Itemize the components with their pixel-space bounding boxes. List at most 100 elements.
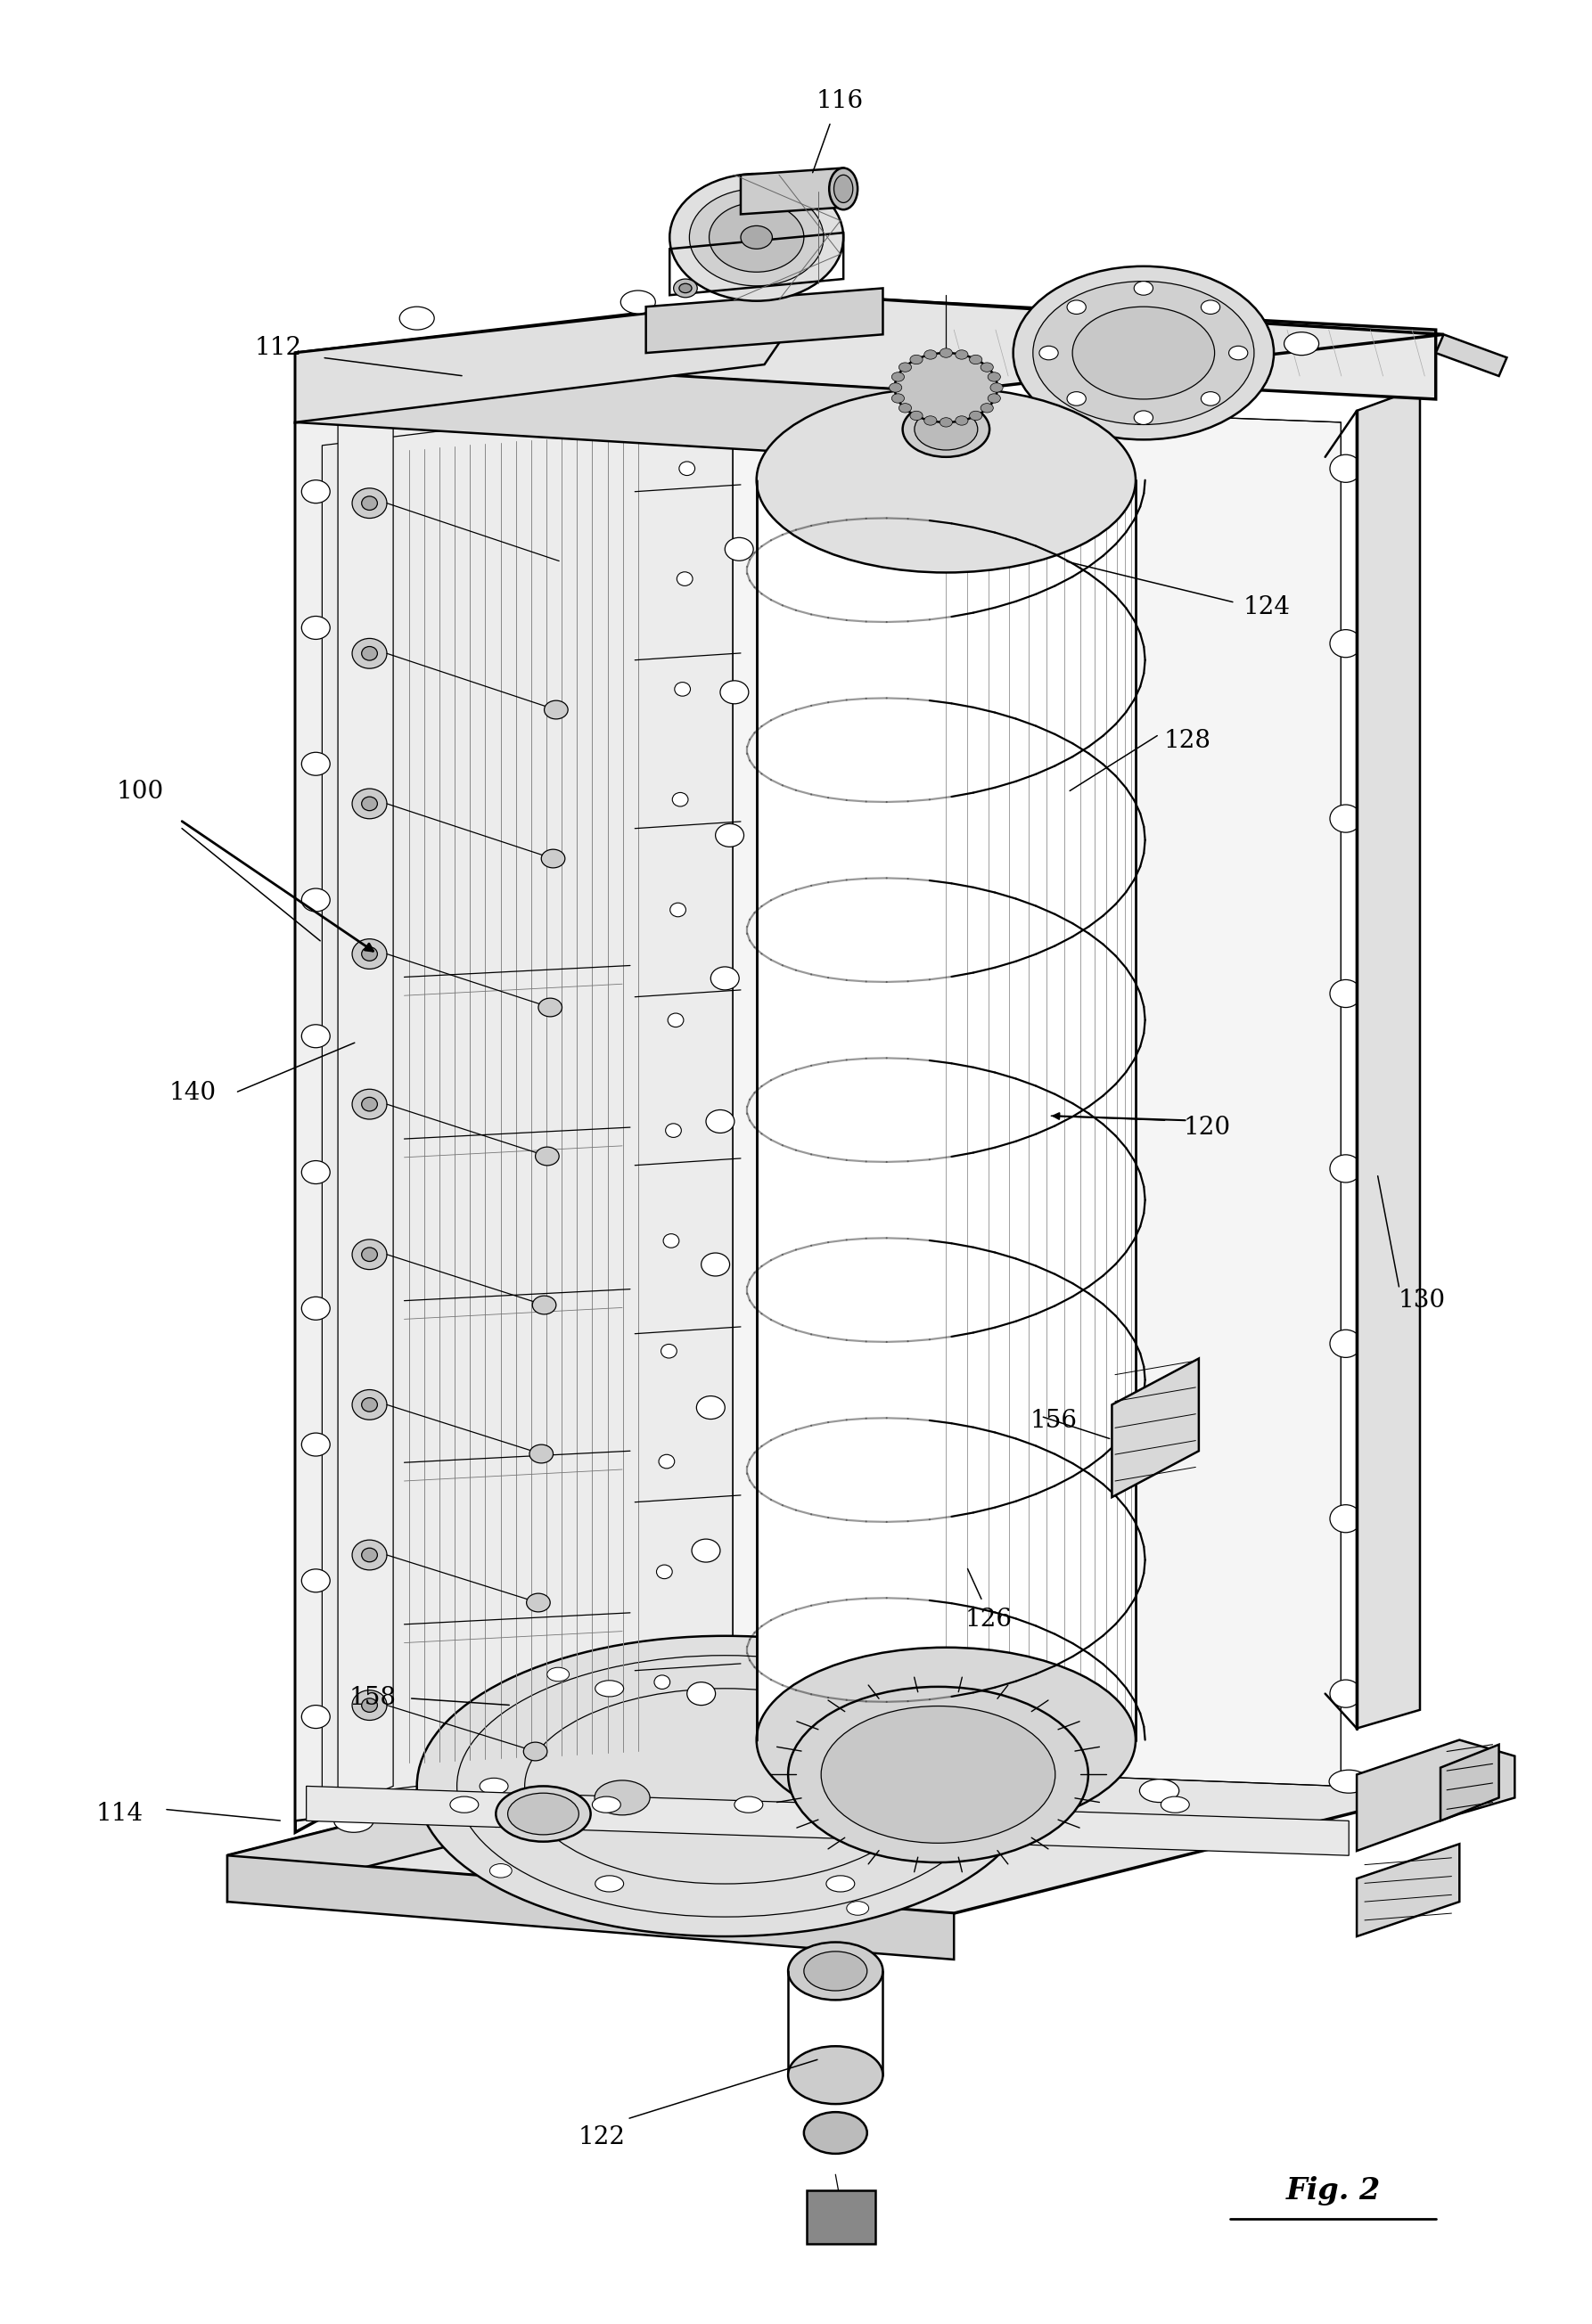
Ellipse shape (301, 616, 330, 639)
Polygon shape (1356, 1741, 1514, 1850)
Ellipse shape (734, 1796, 763, 1813)
Ellipse shape (688, 1683, 715, 1706)
Ellipse shape (1329, 630, 1361, 658)
Ellipse shape (981, 363, 993, 372)
Ellipse shape (987, 372, 1000, 381)
Ellipse shape (301, 1434, 330, 1457)
Ellipse shape (352, 488, 387, 518)
Ellipse shape (696, 1397, 724, 1420)
Ellipse shape (935, 1764, 974, 1787)
Ellipse shape (1073, 307, 1215, 400)
Ellipse shape (400, 307, 435, 330)
Ellipse shape (451, 1796, 479, 1813)
Ellipse shape (939, 418, 952, 428)
Ellipse shape (301, 753, 330, 776)
Text: 128: 128 (1164, 730, 1212, 753)
Ellipse shape (1161, 1796, 1189, 1813)
Text: 100: 100 (116, 781, 164, 804)
Text: 112: 112 (255, 337, 301, 360)
Ellipse shape (535, 1148, 559, 1164)
Ellipse shape (740, 225, 772, 249)
Ellipse shape (361, 797, 377, 811)
Polygon shape (1436, 335, 1508, 376)
Ellipse shape (1329, 456, 1361, 483)
Ellipse shape (301, 1706, 330, 1729)
Ellipse shape (1329, 1329, 1361, 1357)
Ellipse shape (923, 351, 936, 360)
Ellipse shape (680, 284, 693, 293)
Ellipse shape (834, 174, 853, 202)
Ellipse shape (955, 351, 968, 360)
Ellipse shape (675, 683, 691, 697)
Ellipse shape (1134, 411, 1153, 425)
Ellipse shape (939, 349, 952, 358)
Ellipse shape (1033, 281, 1254, 425)
Ellipse shape (955, 416, 968, 425)
Text: 130: 130 (1398, 1290, 1446, 1313)
Ellipse shape (352, 1541, 387, 1571)
Ellipse shape (842, 304, 877, 328)
Polygon shape (295, 295, 1444, 393)
Ellipse shape (334, 1810, 374, 1831)
Ellipse shape (508, 1794, 579, 1834)
Polygon shape (807, 2192, 876, 2245)
Ellipse shape (301, 481, 330, 504)
Ellipse shape (673, 279, 697, 297)
Ellipse shape (659, 1455, 675, 1469)
Ellipse shape (670, 904, 686, 916)
Ellipse shape (892, 372, 904, 381)
Ellipse shape (524, 1743, 548, 1762)
Polygon shape (295, 295, 812, 423)
Ellipse shape (665, 1122, 681, 1136)
Polygon shape (732, 400, 1340, 1787)
Text: 140: 140 (169, 1081, 217, 1104)
Ellipse shape (911, 1680, 933, 1694)
Ellipse shape (595, 1875, 624, 1892)
Ellipse shape (677, 572, 693, 586)
Ellipse shape (911, 411, 923, 421)
Ellipse shape (592, 1796, 621, 1813)
Ellipse shape (594, 1780, 650, 1815)
Ellipse shape (301, 888, 330, 911)
Ellipse shape (981, 404, 993, 414)
Ellipse shape (361, 497, 377, 511)
Ellipse shape (1067, 300, 1086, 314)
Ellipse shape (667, 1013, 683, 1027)
Ellipse shape (1329, 981, 1361, 1006)
Polygon shape (740, 167, 844, 214)
Ellipse shape (544, 700, 568, 718)
Ellipse shape (1329, 1504, 1361, 1532)
Ellipse shape (724, 537, 753, 560)
Ellipse shape (1040, 346, 1059, 360)
Polygon shape (338, 388, 393, 1810)
Polygon shape (295, 365, 764, 1820)
Polygon shape (322, 395, 740, 1799)
Ellipse shape (664, 1234, 680, 1248)
Text: 116: 116 (817, 88, 864, 114)
Ellipse shape (1013, 267, 1274, 439)
Polygon shape (228, 1729, 732, 1901)
Ellipse shape (548, 1666, 570, 1680)
Polygon shape (295, 353, 946, 462)
Ellipse shape (361, 1699, 377, 1713)
Ellipse shape (987, 393, 1000, 402)
Ellipse shape (661, 1343, 677, 1357)
Ellipse shape (680, 462, 694, 476)
Ellipse shape (538, 999, 562, 1016)
Ellipse shape (621, 290, 656, 314)
Ellipse shape (826, 1875, 855, 1892)
Ellipse shape (361, 646, 377, 660)
Polygon shape (295, 295, 1436, 423)
Ellipse shape (899, 404, 912, 414)
Ellipse shape (705, 1111, 734, 1134)
Ellipse shape (829, 167, 858, 209)
Ellipse shape (715, 823, 743, 846)
Ellipse shape (490, 1864, 511, 1878)
Ellipse shape (479, 1778, 508, 1794)
Ellipse shape (804, 2113, 868, 2154)
Ellipse shape (301, 1297, 330, 1320)
Polygon shape (1111, 1360, 1199, 1497)
Polygon shape (228, 1855, 954, 1959)
Ellipse shape (1019, 1796, 1048, 1813)
Polygon shape (1441, 1745, 1500, 1820)
